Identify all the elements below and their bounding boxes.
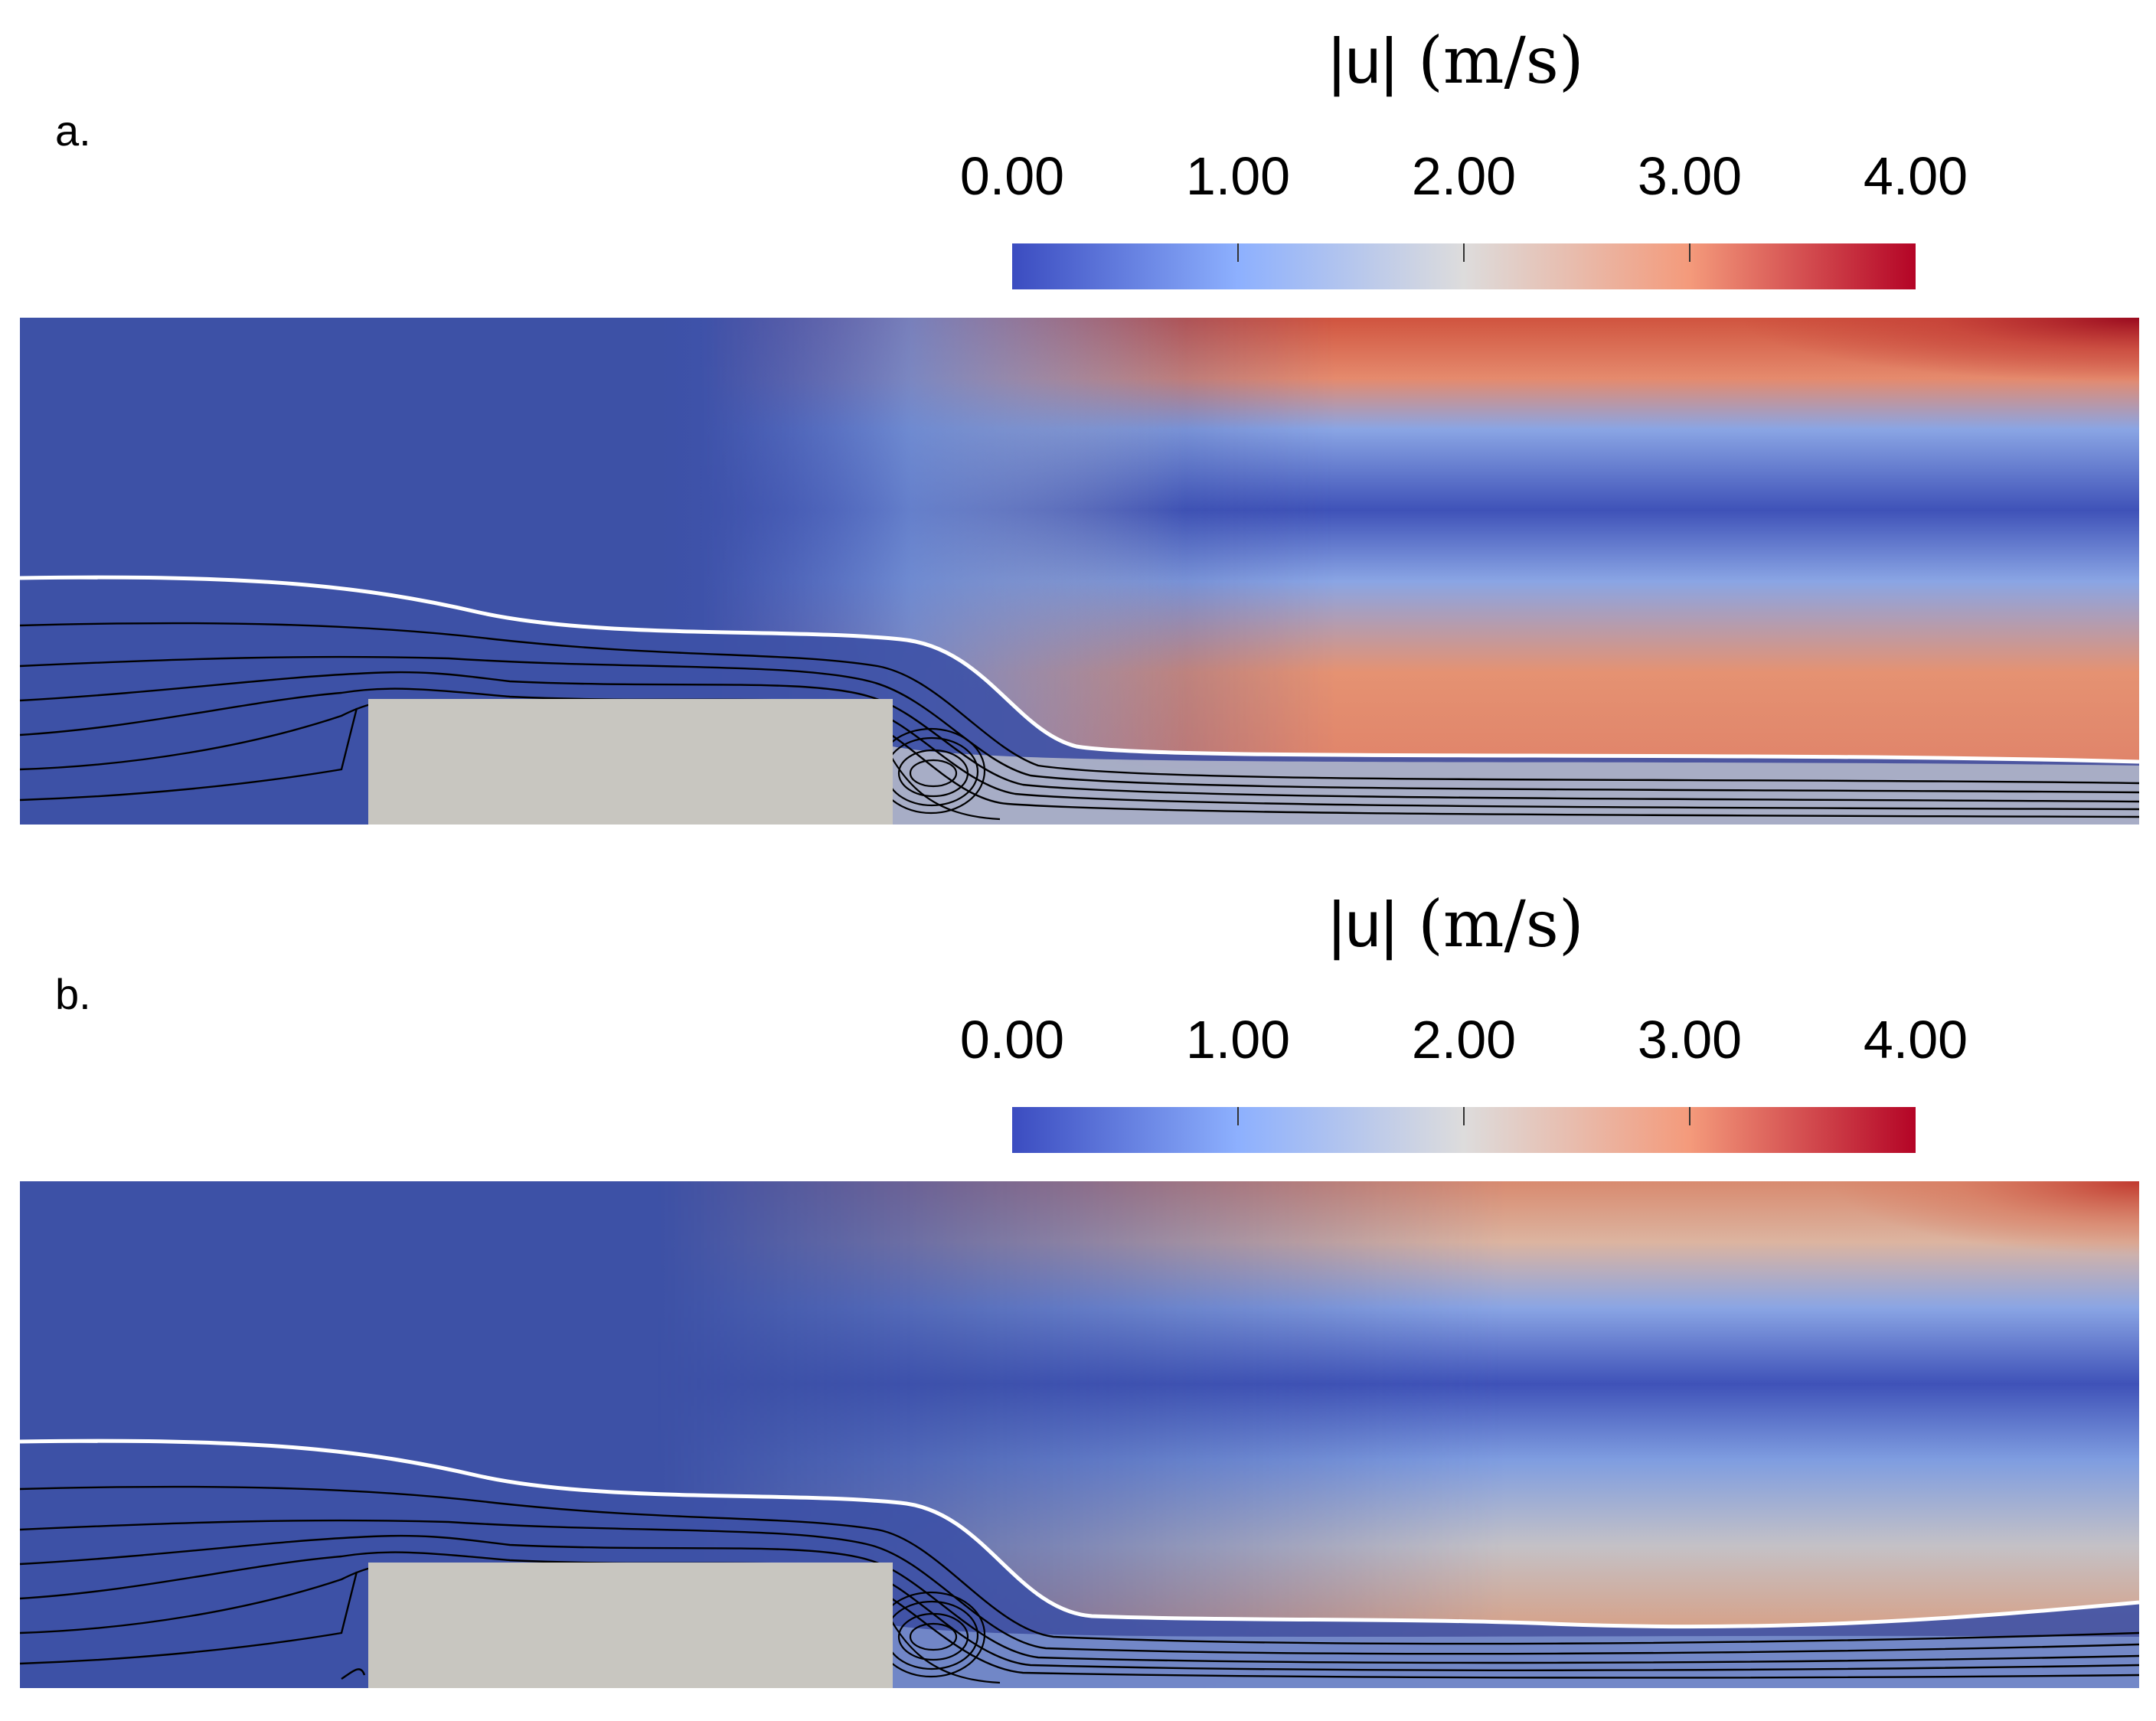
colorbar-title-quantity: |u| bbox=[1328, 24, 1398, 96]
colorbar-title-unit: (m/s) bbox=[1418, 887, 1584, 962]
colorbar bbox=[1012, 1107, 1916, 1153]
colorbar bbox=[1012, 243, 1916, 289]
free-surface-interface bbox=[19, 575, 2140, 764]
panel-label: b. bbox=[55, 970, 91, 1018]
colorbar-tick-label: 1.00 bbox=[1185, 146, 1291, 206]
colorbar-title: |u| (m/s) bbox=[1328, 23, 1584, 98]
velocity-field bbox=[19, 1181, 2140, 1688]
colorbar-title-unit: (m/s) bbox=[1418, 23, 1584, 98]
colorbar-tick-label: 2.00 bbox=[1411, 1010, 1517, 1070]
colorbar-tick-label: 3.00 bbox=[1637, 146, 1743, 206]
colorbar-tick-label: 1.00 bbox=[1185, 1010, 1291, 1070]
colorbar-tick-label: 4.00 bbox=[1863, 146, 1968, 206]
obstacle-block bbox=[368, 1563, 893, 1688]
panel-a: a. |u| (m/s) 0.00 1.00 2.00 3.00 4.00 bbox=[0, 0, 2156, 857]
colorbar-title: |u| (m/s) bbox=[1328, 887, 1584, 962]
flow-hot-corner bbox=[1628, 1181, 2139, 1304]
colorbar-tick-label: 3.00 bbox=[1637, 1010, 1743, 1070]
colorbar-tick-label: 4.00 bbox=[1863, 1010, 1968, 1070]
colorbar-tick-label: 2.00 bbox=[1411, 146, 1517, 206]
panel-label: a. bbox=[55, 106, 91, 155]
panel-b: b. |u| (m/s) 0.00 1.00 2.00 3.00 4.00 bbox=[0, 864, 2156, 1721]
lower-layer-wake bbox=[893, 746, 2139, 825]
flow-hot-corner bbox=[1475, 318, 2139, 425]
colorbar-tick-label: 0.00 bbox=[959, 1010, 1065, 1070]
free-surface-interface bbox=[19, 1439, 2140, 1629]
obstacle-block bbox=[368, 699, 893, 825]
velocity-field bbox=[19, 318, 2140, 825]
colorbar-title-quantity: |u| bbox=[1328, 888, 1398, 960]
colorbar-tick-label: 0.00 bbox=[959, 146, 1065, 206]
